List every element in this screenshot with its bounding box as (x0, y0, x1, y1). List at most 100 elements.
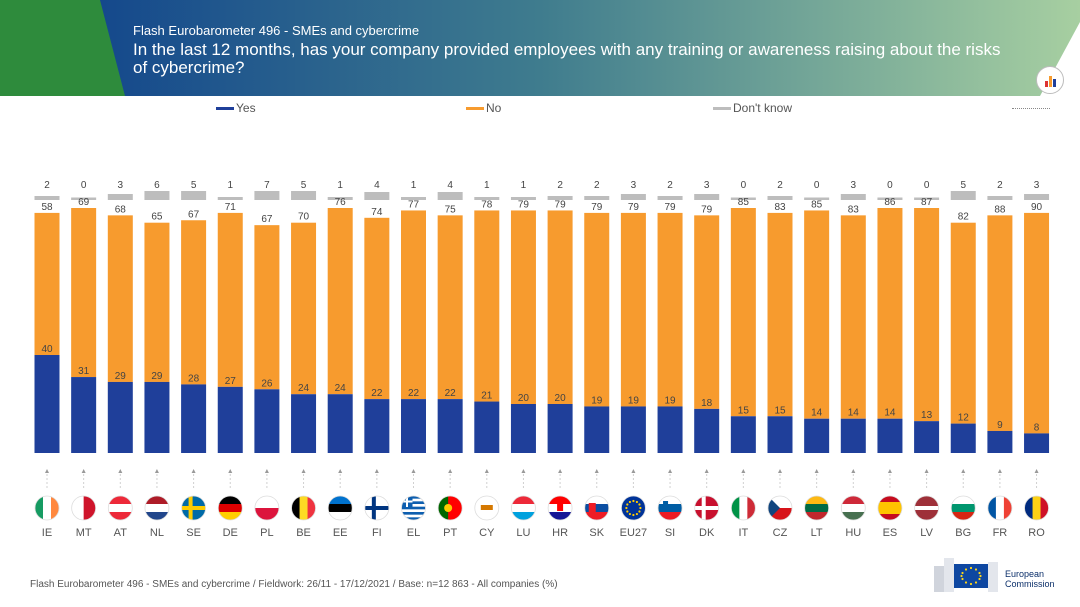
category-label-ie: IE (42, 527, 52, 539)
dont-know-bar-el (401, 197, 426, 200)
category-label-dk: DK (699, 527, 715, 539)
dont-know-label-se: 5 (191, 180, 197, 191)
yes-label-fi: 22 (371, 388, 383, 399)
yes-label-pt: 22 (445, 388, 457, 399)
no-label-lv: 87 (921, 197, 933, 208)
dont-know-bar-sk (584, 196, 610, 200)
flag-hu (840, 495, 866, 521)
no-bar-fi (364, 217, 390, 400)
yes-bar-hu (840, 418, 866, 453)
category-label-fr: FR (993, 527, 1008, 539)
dont-know-label-cz: 2 (777, 180, 783, 191)
yes-label-mt: 31 (78, 366, 90, 377)
legend-label-yes: Yes (236, 101, 256, 115)
icon-divider (1012, 108, 1050, 109)
no-label-pt: 75 (445, 204, 457, 215)
category-label-nl: NL (150, 527, 164, 539)
flag-lu (511, 495, 536, 521)
no-label-eu27: 79 (628, 202, 640, 213)
connector-arrow-mt (81, 469, 86, 473)
yes-label-de: 27 (225, 376, 237, 387)
flag-ee (327, 495, 353, 521)
flag-pt (437, 495, 463, 521)
connector-arrow-es (887, 469, 892, 473)
yes-bar-de (217, 386, 243, 453)
dont-know-bar-it (730, 197, 756, 200)
category-label-pt: PT (443, 527, 457, 539)
connector-arrow-el (411, 469, 416, 473)
dont-know-label-es: 0 (887, 180, 893, 191)
category-label-eu27: EU27 (620, 527, 648, 539)
connector-arrow-nl (154, 469, 159, 473)
flag-es (877, 495, 903, 521)
flag-hr (547, 495, 573, 521)
yes-label-dk: 18 (701, 398, 713, 409)
flag-lv (914, 495, 939, 521)
dont-know-label-el: 1 (411, 180, 417, 191)
dont-know-bar-de (217, 197, 243, 200)
yes-bar-lt (804, 418, 830, 453)
logo-line-2: Commission (1005, 579, 1055, 589)
category-label-sk: SK (589, 527, 604, 539)
dont-know-label-lt: 0 (814, 180, 820, 191)
no-bar-de (217, 212, 243, 387)
no-bar-lu (510, 210, 536, 404)
connector-arrow-dk (704, 469, 709, 473)
legend-item-no: No (466, 101, 501, 115)
no-label-ee: 76 (335, 197, 347, 208)
no-label-mt: 69 (78, 197, 90, 208)
category-label-lu: LU (516, 527, 530, 539)
dont-know-label-dk: 3 (704, 180, 710, 191)
dont-know-label-hu: 3 (851, 180, 857, 191)
legend-label-no: No (486, 101, 502, 115)
yes-bar-dk (694, 408, 720, 453)
yes-bar-ro (1024, 433, 1050, 453)
yes-label-eu27: 19 (628, 395, 640, 406)
dont-know-label-lv: 0 (924, 180, 930, 191)
european-commission-logo: European Commission (934, 554, 1060, 594)
yes-label-be: 24 (298, 383, 310, 394)
dont-know-label-bg: 5 (960, 180, 966, 191)
yes-bar-cy (474, 401, 500, 453)
no-label-it: 85 (738, 197, 750, 208)
dont-know-bar-hu (840, 194, 866, 200)
no-bar-nl (144, 222, 170, 382)
legend-item-yes: Yes (216, 101, 256, 115)
logo-line-1: European (1005, 569, 1045, 579)
yes-label-hu: 14 (848, 408, 860, 419)
dont-know-label-nl: 6 (154, 180, 160, 191)
connector-arrow-se (191, 469, 196, 473)
dont-know-bar-at (107, 194, 133, 200)
flag-be (291, 495, 316, 521)
dont-know-bar-ee (327, 197, 353, 200)
no-label-si: 79 (664, 202, 676, 213)
no-bar-si (657, 212, 683, 407)
footer-note: Flash Eurobarometer 496 - SMEs and cyber… (30, 579, 558, 590)
dont-know-bar-cz (767, 196, 793, 200)
connector-arrow-be (301, 469, 306, 473)
no-label-ro: 90 (1031, 202, 1043, 213)
no-label-hr: 79 (555, 199, 567, 210)
question-title: In the last 12 months, has your company … (133, 40, 1001, 77)
category-label-hu: HU (845, 527, 861, 539)
flag-it (730, 495, 756, 521)
yes-bar-pl (254, 389, 280, 453)
no-label-fi: 74 (371, 207, 383, 218)
no-bar-bg (950, 222, 976, 424)
bar-chart-icon[interactable] (1036, 66, 1064, 94)
dont-know-bar-eu27 (620, 194, 646, 200)
yes-label-ro: 8 (1034, 422, 1040, 433)
dont-know-label-hr: 2 (557, 180, 563, 191)
category-label-at: AT (114, 527, 128, 539)
dont-know-bar-mt (71, 197, 97, 200)
yes-label-lv: 13 (921, 410, 933, 421)
category-label-es: ES (883, 527, 898, 539)
dont-know-label-ie: 2 (44, 180, 50, 191)
dont-know-bar-nl (144, 191, 170, 200)
no-label-se: 67 (188, 209, 200, 220)
flag-fi (364, 495, 390, 521)
legend-swatch-dont-know (713, 107, 731, 111)
flag-nl (144, 495, 170, 521)
yes-label-bg: 12 (958, 413, 970, 424)
flag-se (181, 495, 207, 521)
